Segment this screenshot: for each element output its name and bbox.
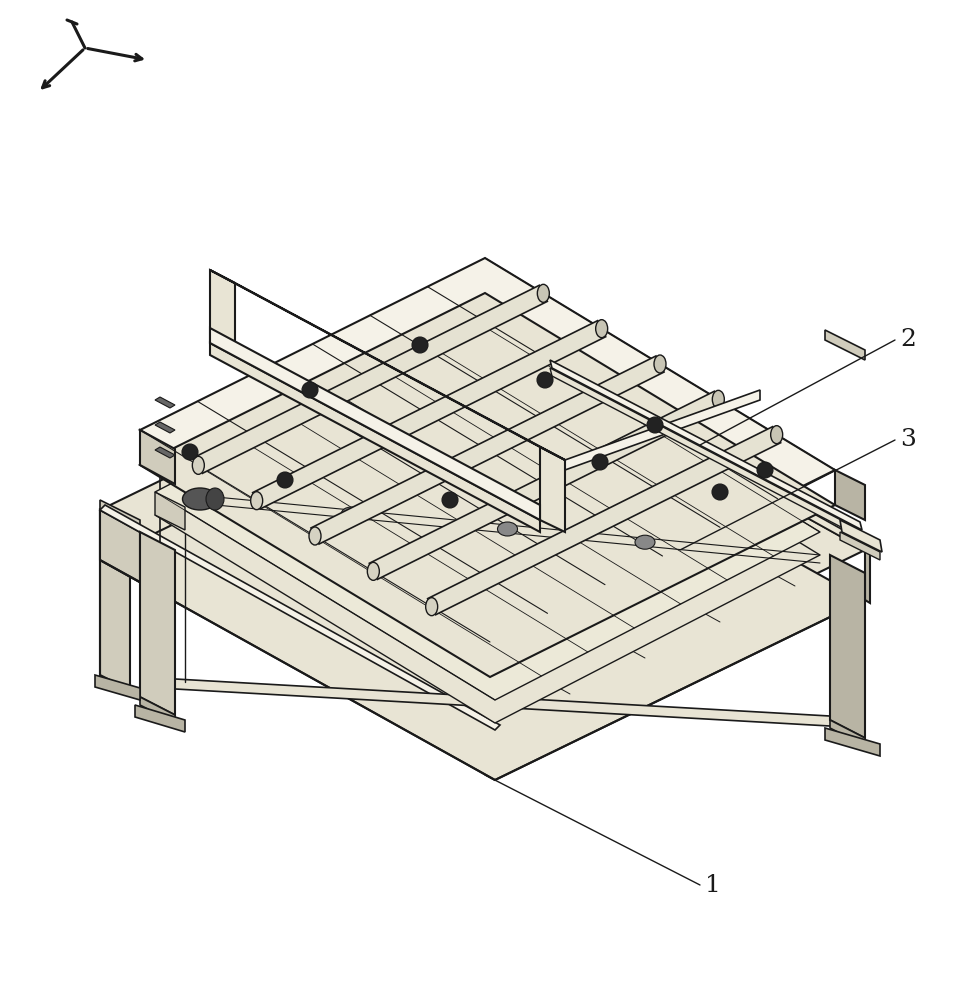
Circle shape [277,472,293,488]
Circle shape [182,444,198,460]
Ellipse shape [537,284,550,302]
Circle shape [757,462,773,478]
Ellipse shape [341,507,362,521]
Ellipse shape [192,456,205,474]
Circle shape [302,382,318,398]
Ellipse shape [712,390,724,408]
Ellipse shape [635,535,655,549]
Polygon shape [194,285,548,473]
Polygon shape [95,675,140,700]
Polygon shape [140,677,865,728]
Polygon shape [311,356,664,544]
Polygon shape [140,293,835,677]
Polygon shape [470,325,870,550]
Polygon shape [155,324,820,700]
Ellipse shape [309,527,321,545]
Ellipse shape [251,492,263,510]
Polygon shape [825,728,880,756]
Ellipse shape [206,488,224,510]
Polygon shape [369,391,722,579]
Polygon shape [830,555,865,738]
Polygon shape [825,330,865,360]
Polygon shape [565,390,760,470]
Polygon shape [500,340,535,523]
Circle shape [712,484,728,500]
Polygon shape [140,532,175,715]
Polygon shape [840,520,882,552]
Polygon shape [840,532,880,560]
Polygon shape [100,505,500,730]
Polygon shape [155,492,185,530]
Polygon shape [427,427,781,615]
Polygon shape [155,397,175,408]
Ellipse shape [654,355,666,373]
Polygon shape [830,720,865,746]
Polygon shape [100,330,865,730]
Circle shape [647,417,663,433]
Circle shape [592,454,608,470]
Polygon shape [140,697,175,723]
Polygon shape [100,510,140,582]
Polygon shape [253,321,606,509]
Ellipse shape [182,488,218,510]
Polygon shape [865,550,870,603]
Polygon shape [155,447,175,458]
Polygon shape [140,430,175,484]
Polygon shape [100,500,140,530]
Polygon shape [210,328,540,520]
Polygon shape [155,422,175,433]
Text: 3: 3 [900,428,916,452]
Polygon shape [100,510,130,690]
Ellipse shape [596,320,608,338]
Circle shape [442,492,458,508]
Text: 2: 2 [900,328,916,352]
Ellipse shape [425,598,438,616]
Circle shape [537,372,553,388]
Polygon shape [210,270,235,355]
Text: 1: 1 [705,874,720,896]
Polygon shape [210,270,565,460]
Ellipse shape [368,562,379,580]
Polygon shape [210,343,540,532]
Polygon shape [495,505,540,530]
Polygon shape [140,258,835,642]
Ellipse shape [498,522,517,536]
Polygon shape [540,447,565,532]
Polygon shape [835,470,865,520]
Polygon shape [100,380,865,780]
Ellipse shape [770,426,783,444]
Polygon shape [135,705,185,732]
Polygon shape [550,360,862,530]
Circle shape [412,337,428,353]
Polygon shape [550,368,862,538]
Polygon shape [155,347,820,723]
